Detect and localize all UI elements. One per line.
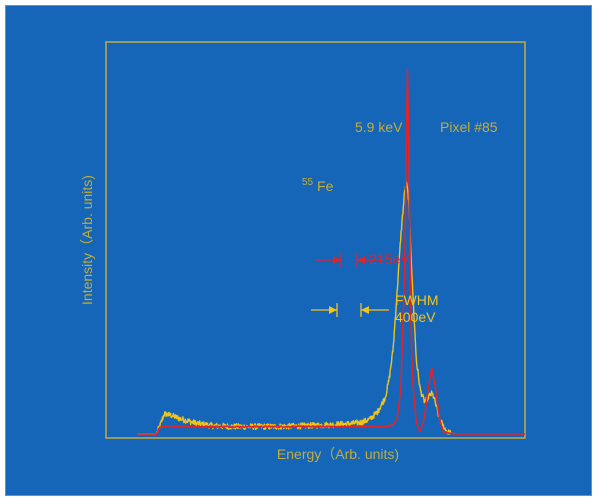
fwhm-arrows bbox=[311, 253, 389, 317]
peak-energy-label: 5.9 keV bbox=[355, 119, 403, 135]
y-axis-label: Intensity（Arb. units) bbox=[79, 175, 95, 305]
isotope-symbol: Fe bbox=[317, 178, 334, 194]
yellow-spectrum-line bbox=[136, 181, 456, 435]
isotope-mass: 55 bbox=[302, 177, 314, 188]
spectrum-chart: Energy（Arb. units) Intensity（Arb. units)… bbox=[6, 6, 591, 495]
red-fwhm-arrow-right bbox=[356, 253, 384, 267]
red-fwhm-arrow-left bbox=[316, 253, 342, 267]
chart-panel: Energy（Arb. units) Intensity（Arb. units)… bbox=[6, 6, 591, 495]
red-fwhm-label: 215eV bbox=[369, 251, 410, 267]
yellow-fwhm-label: 400eV bbox=[395, 309, 436, 325]
yellow-fwhm-arrow-right bbox=[360, 303, 389, 317]
series-layer bbox=[136, 68, 526, 435]
plot-frame bbox=[105, 41, 526, 439]
yellow-fwhm-arrow-left bbox=[311, 303, 338, 317]
pixel-label: Pixel #85 bbox=[440, 119, 498, 135]
fwhm-title-label: FWHM bbox=[395, 292, 439, 308]
isotope-label: 55 Fe bbox=[302, 172, 334, 194]
red-spectrum-line bbox=[136, 68, 526, 435]
x-axis-label: Energy（Arb. units) bbox=[277, 446, 399, 462]
chart-background bbox=[6, 6, 591, 495]
